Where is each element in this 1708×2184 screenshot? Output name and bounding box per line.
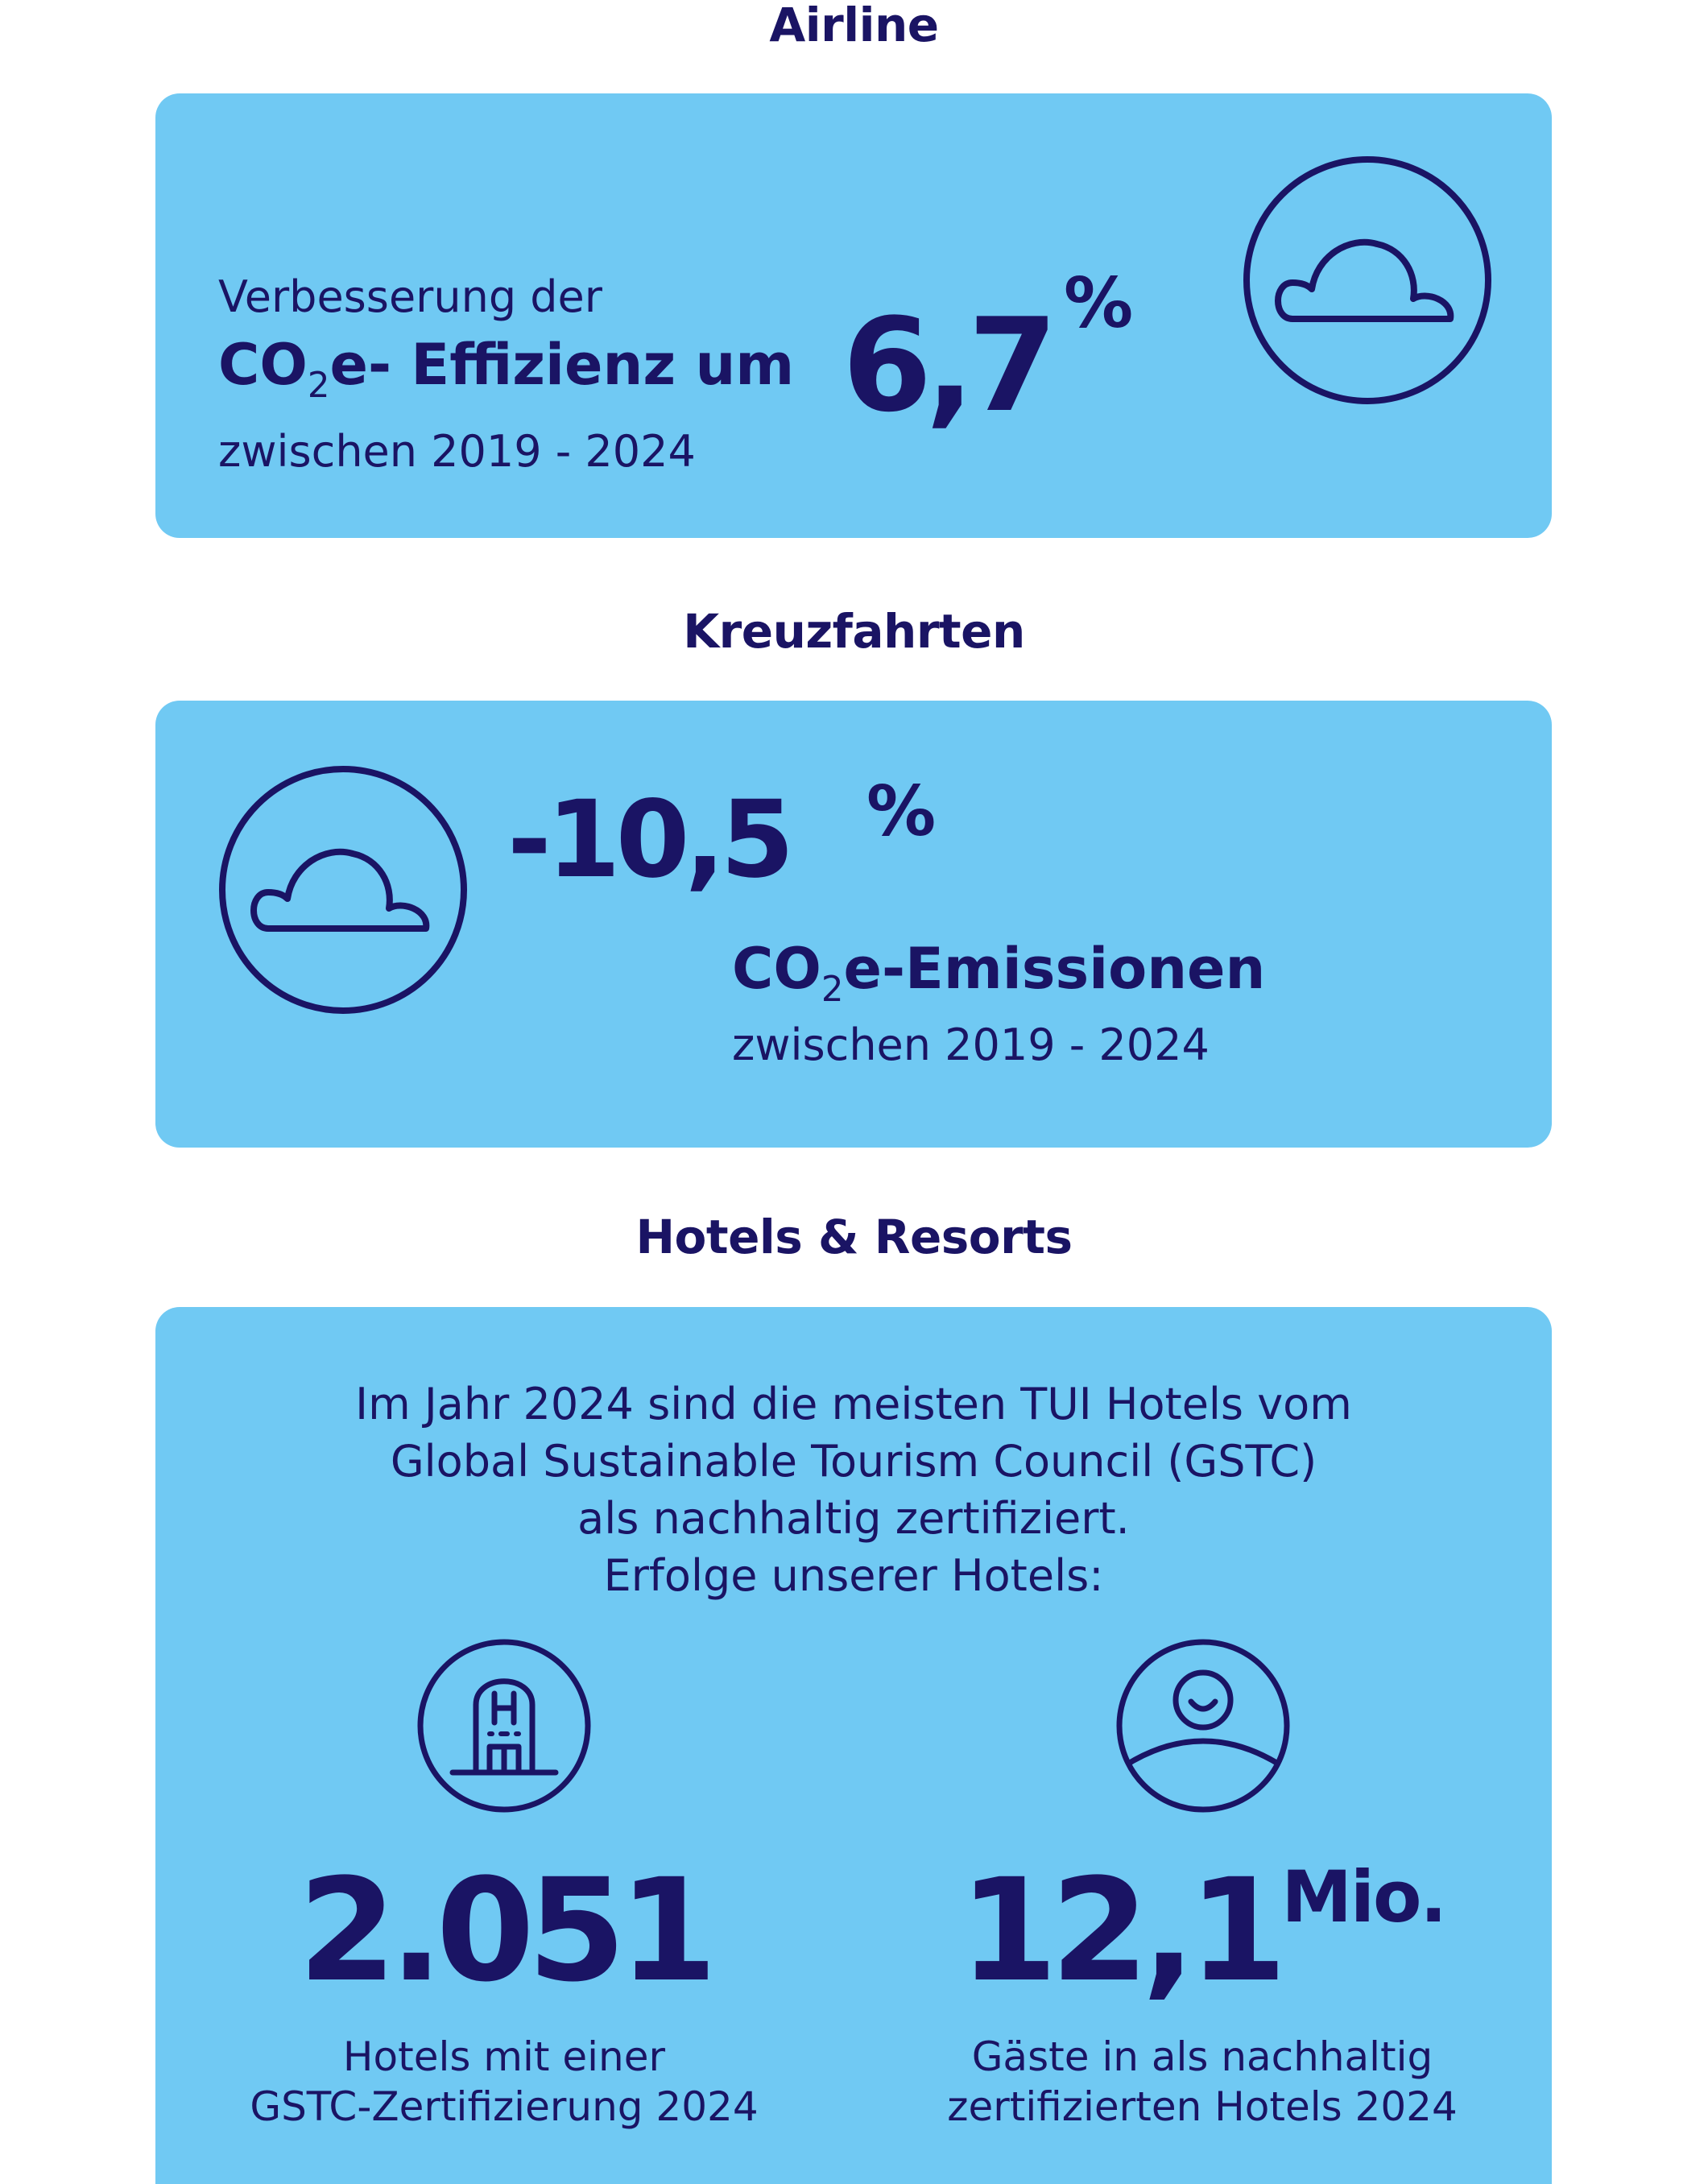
cruise-value-unit: % [866,771,937,852]
hotels-section-title: Hotels & Resorts [635,1210,1073,1264]
stat-guests-label: Gäste in als nachhaltig zertifizierten H… [854,2032,1551,2132]
airline-co-prefix: CO [218,332,308,398]
airline-line-1: Verbesserung der [218,271,602,322]
cloud-icon [1243,155,1492,405]
airline-value-unit: % [1064,263,1134,344]
stat-guests-label-line-1: Gäste in als nachhaltig [971,2033,1433,2080]
airline-line-3: zwischen 2019 - 2024 [218,426,696,477]
hotels-intro-line-2: Global Sustainable Tourism Council (GSTC… [390,1436,1317,1487]
cruise-co-prefix: CO [732,936,821,1002]
hotels-intro-line-3: als nachhaltig zertifiziert. [577,1493,1130,1544]
hotel-building-icon [417,1639,591,1813]
hotels-intro-line-1: Im Jahr 2024 sind die meisten TUI Hotels… [355,1379,1352,1429]
airline-value: 6,7 [842,290,1057,441]
cruise-co-subscript: 2 [821,970,844,1011]
cruise-line-1: CO2e-Emissionen [732,941,1265,1007]
stat-guests-value: 12,1Mio. [854,1860,1551,2002]
stat-guests-unit: Mio. [1281,1855,1447,1938]
hotels-intro-line-4: Erfolge unserer Hotels: [603,1550,1104,1601]
stat-hotels-label-line-1: Hotels mit einer [342,2033,666,2080]
cruise-line-2: zwischen 2019 - 2024 [732,1020,1210,1070]
cruise-value: -10,5 [507,778,794,902]
stat-hotels-label-line-2: GSTC-Zertifizierung 2024 [250,2083,759,2130]
stat-hotels-label: Hotels mit einer GSTC-Zertifizierung 202… [155,2032,853,2132]
airline-line-2-rest: e- Effizienz um [329,332,795,398]
stat-hotels-value: 2.051 [155,1860,853,2002]
airline-line-2: CO2e- Effizienz um [218,337,794,403]
stat-hotels-number: 2.051 [298,1848,718,2013]
stat-guests-number: 12,1 [959,1848,1287,2013]
guest-person-icon [1116,1639,1290,1813]
cruise-section-title: Kreuzfahrten [683,604,1025,659]
hotels-card: Im Jahr 2024 sind die meisten TUI Hotels… [155,1307,1552,2184]
airline-card: Verbesserung der CO2e- Effizienz um zwis… [155,93,1552,538]
airline-section-title: Airline [769,0,939,52]
stat-guests-label-line-2: zertifizierten Hotels 2024 [947,2083,1458,2130]
hotels-intro: Im Jahr 2024 sind die meisten TUI Hotels… [155,1375,1552,1604]
cruise-line-1-rest: e-Emissionen [843,936,1266,1002]
airline-co-subscript: 2 [307,366,330,407]
cloud-icon [218,765,468,1015]
cruise-card: -10,5 % CO2e-Emissionen zwischen 2019 - … [155,701,1552,1148]
